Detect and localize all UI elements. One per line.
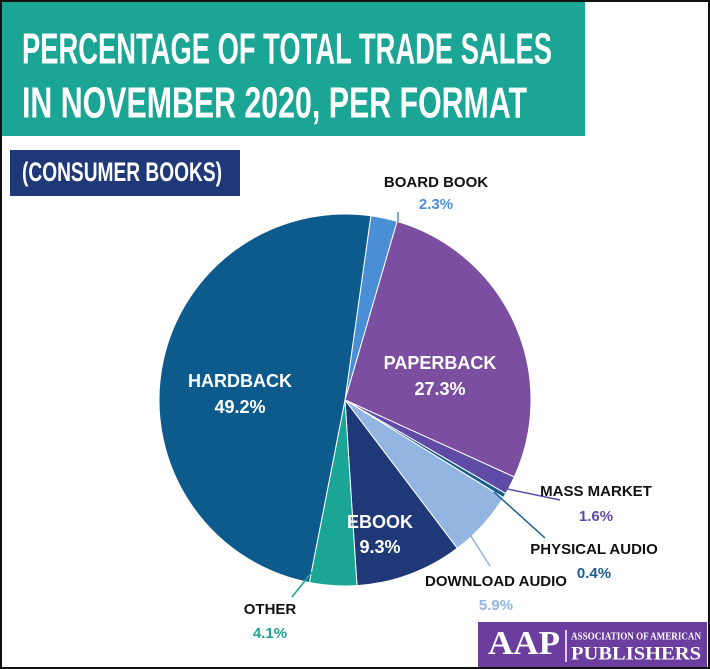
leader-line bbox=[457, 515, 491, 567]
pie-slice bbox=[344, 220, 532, 478]
slice-label: PAPERBACK bbox=[384, 353, 497, 373]
pie-slice bbox=[344, 398, 458, 587]
leader-line bbox=[493, 491, 546, 539]
leader-line bbox=[291, 571, 313, 598]
value-label: 9.3% bbox=[359, 537, 400, 557]
logo-line: ASSOCIATION OF AMERICAN bbox=[571, 631, 701, 643]
pie bbox=[158, 213, 532, 587]
value-label: 0.4% bbox=[577, 565, 611, 582]
value-label: 1.6% bbox=[579, 508, 613, 525]
title-banner bbox=[2, 2, 585, 136]
slice-label: EBOOK bbox=[347, 512, 413, 532]
labels: BOARD BOOK 2.3% PAPERBACK 27.3% MASS MARKET 1… bbox=[188, 174, 658, 642]
value-label: 27.3% bbox=[414, 379, 465, 399]
chart-title: PERCENTAGE OF TOTAL TRADE SALES bbox=[22, 25, 552, 74]
slice-label: DOWNLOAD AUDIO bbox=[425, 573, 567, 590]
subtitle: (CONSUMER BOOKS) bbox=[22, 157, 222, 187]
slice-label: BOARD BOOK bbox=[384, 174, 488, 191]
value-label: 49.2% bbox=[214, 397, 265, 417]
value-label: 4.1% bbox=[253, 625, 287, 642]
pie-slice bbox=[158, 213, 372, 584]
slice-label: MASS MARKET bbox=[540, 483, 652, 500]
slice-label: PHYSICAL AUDIO bbox=[530, 541, 658, 558]
slice-label: HARDBACK bbox=[188, 371, 292, 391]
logo-box bbox=[478, 622, 707, 667]
leader-line bbox=[497, 486, 561, 501]
logo-line: PUBLISHERS bbox=[571, 643, 701, 664]
value-label: 5.9% bbox=[479, 597, 513, 614]
slice-label: OTHER bbox=[244, 601, 297, 618]
value-label: 2.3% bbox=[419, 196, 453, 213]
chart-title: IN NOVEMBER 2020, PER FORMAT bbox=[22, 79, 527, 128]
subtitle-box bbox=[10, 150, 240, 196]
logo-mark: AAP bbox=[488, 625, 560, 662]
